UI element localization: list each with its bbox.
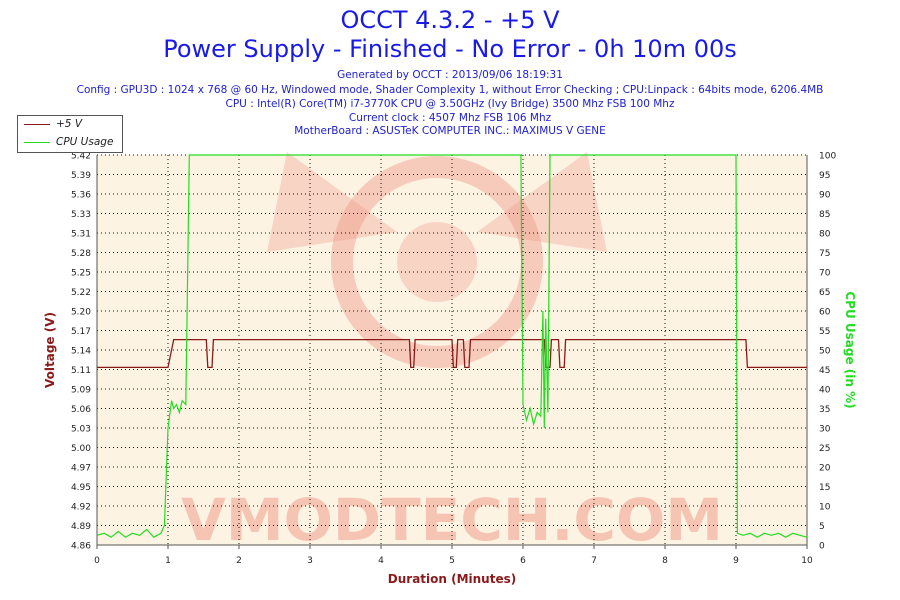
y-tick-label: 4.92 (71, 503, 91, 513)
y2-tick-label: 10 (819, 503, 831, 513)
y2-tick-label: 50 (819, 347, 831, 357)
y-tick-label: 5.14 (71, 347, 91, 357)
y2-tick-label: 25 (819, 444, 830, 454)
info-generated: Generated by OCCT : 2013/09/06 18:19:31 (337, 69, 563, 81)
y-tick-label: 5.09 (71, 386, 91, 396)
y-tick-label: 4.95 (71, 483, 91, 493)
y-tick-label: 5.11 (71, 366, 91, 376)
legend-item-voltage: +5 V (18, 116, 122, 133)
y-tick-label: 5.42 (71, 152, 91, 162)
info-cpu: CPU : Intel(R) Core(TM) i7-3770K CPU @ 3… (225, 98, 675, 110)
y-tick-label: 5.33 (71, 210, 91, 220)
legend-label-cpu: CPU Usage (56, 136, 114, 148)
y-tick-label: 5.03 (71, 425, 91, 435)
legend: +5 V CPU Usage (17, 115, 123, 153)
y2-tick-label: 100 (819, 152, 836, 162)
legend-label-voltage: +5 V (56, 118, 82, 130)
x-tick-label: 9 (733, 556, 739, 566)
info-motherboard: MotherBoard : ASUSTeK COMPUTER INC.: MAX… (294, 125, 606, 137)
y2-tick-label: 35 (819, 405, 830, 415)
y2-tick-label: 30 (819, 425, 831, 435)
chart-subtitle: Power Supply - Finished - No Error - 0h … (163, 35, 737, 63)
x-tick-label: 4 (378, 556, 384, 566)
y-tick-label: 5.31 (71, 230, 91, 240)
y2-tick-label: 75 (819, 249, 830, 259)
info-clock: Current clock : 4507 Mhz FSB 106 Mhz (348, 112, 552, 124)
legend-swatch-cpu (24, 142, 50, 143)
y2-tick-label: 85 (819, 210, 830, 220)
y2-tick-label: 40 (819, 386, 831, 396)
legend-item-cpu: CPU Usage (18, 134, 122, 151)
y2-tick-label: 70 (819, 269, 831, 279)
y2-tick-label: 65 (819, 288, 830, 298)
y-tick-label: 5.25 (71, 269, 91, 279)
x-tick-label: 3 (307, 556, 313, 566)
y-tick-label: 5.39 (71, 171, 91, 181)
y2-tick-label: 0 (819, 542, 825, 552)
y-axis-title: Voltage (V) (43, 312, 57, 388)
legend-swatch-voltage (24, 124, 50, 125)
chart-title: OCCT 4.3.2 - +5 V (340, 6, 560, 34)
y-tick-label: 5.00 (71, 444, 91, 454)
y-tick-label: 5.28 (71, 249, 91, 259)
y2-tick-label: 5 (819, 522, 825, 532)
y2-axis-title: CPU Usage (in %) (843, 291, 857, 408)
y2-tick-label: 15 (819, 483, 830, 493)
y-tick-label: 4.89 (71, 522, 91, 532)
x-tick-label: 6 (520, 556, 526, 566)
y2-tick-label: 90 (819, 191, 831, 201)
y-tick-label: 5.17 (71, 327, 91, 337)
x-tick-label: 1 (165, 556, 171, 566)
y2-tick-label: 95 (819, 171, 830, 181)
y2-tick-label: 60 (819, 308, 831, 318)
x-tick-label: 8 (662, 556, 668, 566)
series-line-cpu-usage (96, 154, 808, 538)
x-tick-label: 0 (94, 556, 100, 566)
x-tick-label: 7 (591, 556, 597, 566)
series-line-voltage (97, 338, 807, 369)
y-tick-label: 5.06 (71, 405, 91, 415)
y2-tick-label: 20 (819, 464, 831, 474)
x-axis-title: Duration (Minutes) (388, 572, 516, 586)
x-tick-label: 2 (236, 556, 242, 566)
watermark-core (397, 222, 477, 302)
y-tick-label: 5.36 (71, 191, 91, 201)
y-tick-label: 4.86 (71, 542, 91, 552)
info-config: Config : GPU3D : 1024 x 768 @ 60 Hz, Win… (76, 84, 824, 96)
x-tick-label: 10 (801, 556, 813, 566)
y-tick-label: 5.22 (71, 288, 91, 298)
y2-tick-label: 45 (819, 366, 830, 376)
watermark-ring (331, 156, 543, 368)
x-tick-label: 5 (449, 556, 455, 566)
y2-tick-label: 80 (819, 230, 831, 240)
y2-tick-label: 55 (819, 327, 830, 337)
y-tick-label: 5.20 (71, 308, 91, 318)
y-tick-label: 4.97 (71, 464, 91, 474)
